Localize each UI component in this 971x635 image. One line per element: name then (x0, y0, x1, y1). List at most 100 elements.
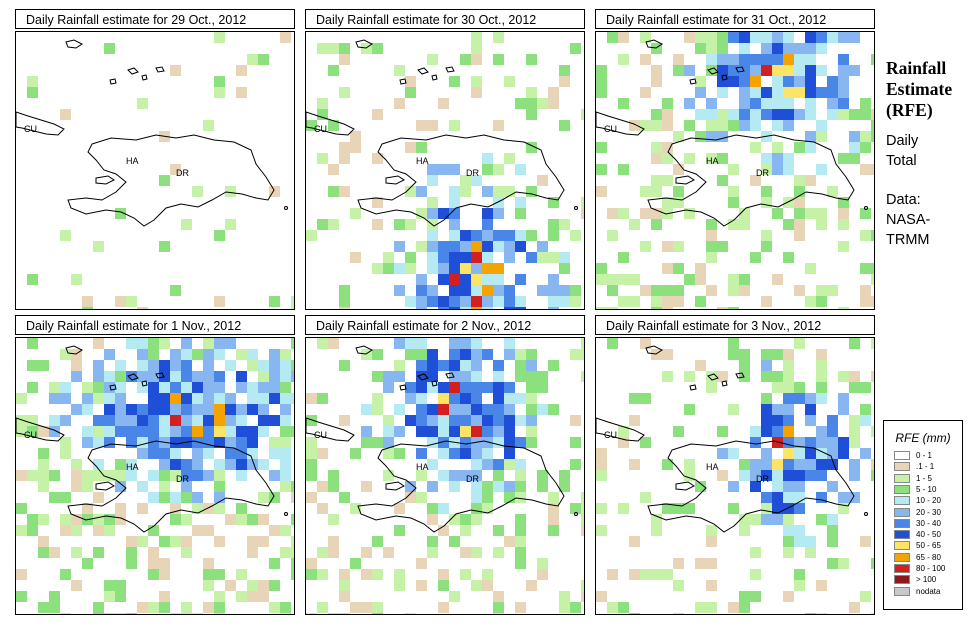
rainfall-cell (695, 87, 706, 98)
rainfall-cell (728, 219, 739, 230)
rainfall-cell (838, 98, 849, 109)
rainfall-cell (728, 32, 739, 43)
rainfall-cell (860, 230, 871, 241)
rainfall-cell (717, 76, 728, 87)
rainfall-cell (739, 32, 750, 43)
rainfall-cell (269, 349, 280, 360)
rainfall-cell (849, 142, 860, 153)
rainfall-cell (306, 558, 317, 569)
rainfall-cell (849, 426, 860, 437)
rainfall-cell (460, 230, 471, 241)
rainfall-cell (662, 197, 673, 208)
rainfall-cell (662, 241, 673, 252)
rainfall-cell (71, 580, 82, 591)
rainfall-cell (427, 263, 438, 274)
rainfall-cell (291, 547, 294, 558)
rainfall-cell (695, 360, 706, 371)
rainfall-cell (449, 360, 460, 371)
rainfall-cell (247, 349, 258, 360)
country-label-dr: DR (466, 168, 479, 178)
rainfall-cell (827, 514, 838, 525)
rainfall-cell (192, 448, 203, 459)
rainfall-cell (849, 437, 860, 448)
rainfall-cell (482, 404, 493, 415)
rainfall-cell (493, 360, 504, 371)
rainfall-cell (794, 580, 805, 591)
coastline (306, 345, 578, 533)
rainfall-cell (427, 175, 438, 186)
rainfall-cell (739, 285, 750, 296)
legend-swatch (894, 484, 910, 494)
rainfall-cell (16, 591, 27, 602)
rainfall-cell (394, 98, 405, 109)
rainfall-cell (38, 536, 49, 547)
country-label-cu: CU (314, 430, 327, 440)
rainfall-cell (60, 437, 71, 448)
rainfall-cell (460, 338, 471, 349)
rainfall-cell (772, 371, 783, 382)
rainfall-cell (291, 514, 294, 525)
rainfall-grid: CU HA DR (596, 32, 874, 309)
rainfall-cell (761, 230, 772, 241)
rainfall-cell (383, 437, 394, 448)
rainfall-cell (427, 481, 438, 492)
rainfall-cell (805, 142, 816, 153)
rainfall-cell (860, 285, 871, 296)
rainfall-cell (438, 382, 449, 393)
rainfall-cell (783, 87, 794, 98)
rainfall-cell (170, 459, 181, 470)
rainfall-cell (504, 426, 515, 437)
rainfall-cell (515, 274, 526, 285)
rainfall-cell (203, 426, 214, 437)
rainfall-cell (471, 230, 482, 241)
rainfall-cell (225, 404, 236, 415)
rainfall-cell (291, 426, 294, 437)
rainfall-cell (438, 393, 449, 404)
rainfall-cell (471, 43, 482, 54)
rainfall-cell (214, 87, 225, 98)
rainfall-cell (126, 558, 137, 569)
rainfall-cell (482, 503, 493, 514)
rainfall-cell (728, 76, 739, 87)
rainfall-cell (394, 569, 405, 580)
rainfall-cell (170, 382, 181, 393)
rainfall-cell (27, 360, 38, 371)
rainfall-cell (192, 426, 203, 437)
rainfall-cell (662, 349, 673, 360)
rainfall-cell (427, 296, 438, 307)
rainfall-cell (772, 437, 783, 448)
rainfall-cell (515, 241, 526, 252)
rainfall-cell (405, 393, 416, 404)
rainfall-cell (471, 514, 482, 525)
rainfall-cell (328, 164, 339, 175)
rainfall-cell (750, 470, 761, 481)
coastline-path (689, 384, 697, 391)
rainfall-map-2-nov: CU HA DR (305, 337, 585, 615)
rainfall-cell (761, 514, 772, 525)
coastline-path (67, 440, 275, 533)
rainfall-cell (482, 153, 493, 164)
rainfall-cell (596, 459, 607, 470)
rainfall-cell (783, 514, 794, 525)
rainfall-cell (372, 602, 383, 613)
rainfall-cell (471, 296, 482, 307)
country-label-ha: HA (706, 156, 719, 166)
rainfall-cell (71, 349, 82, 360)
rainfall-cell (706, 120, 717, 131)
rainfall-cell (860, 415, 871, 426)
legend-swatch (894, 473, 910, 483)
rainfall-cell (761, 98, 772, 109)
rainfall-cell (427, 164, 438, 175)
rainfall-cell (526, 109, 537, 120)
rainfall-cell (684, 470, 695, 481)
rainfall-cell (706, 558, 717, 569)
islet-marker (574, 512, 578, 516)
rainfall-cell (159, 360, 170, 371)
rainfall-cell (761, 393, 772, 404)
rainfall-cell (460, 263, 471, 274)
rainfall-cell (805, 109, 816, 120)
rainfall-cell (537, 252, 548, 263)
rainfall-cell (93, 514, 104, 525)
rainfall-cell (60, 613, 71, 614)
rainfall-cell (761, 371, 772, 382)
